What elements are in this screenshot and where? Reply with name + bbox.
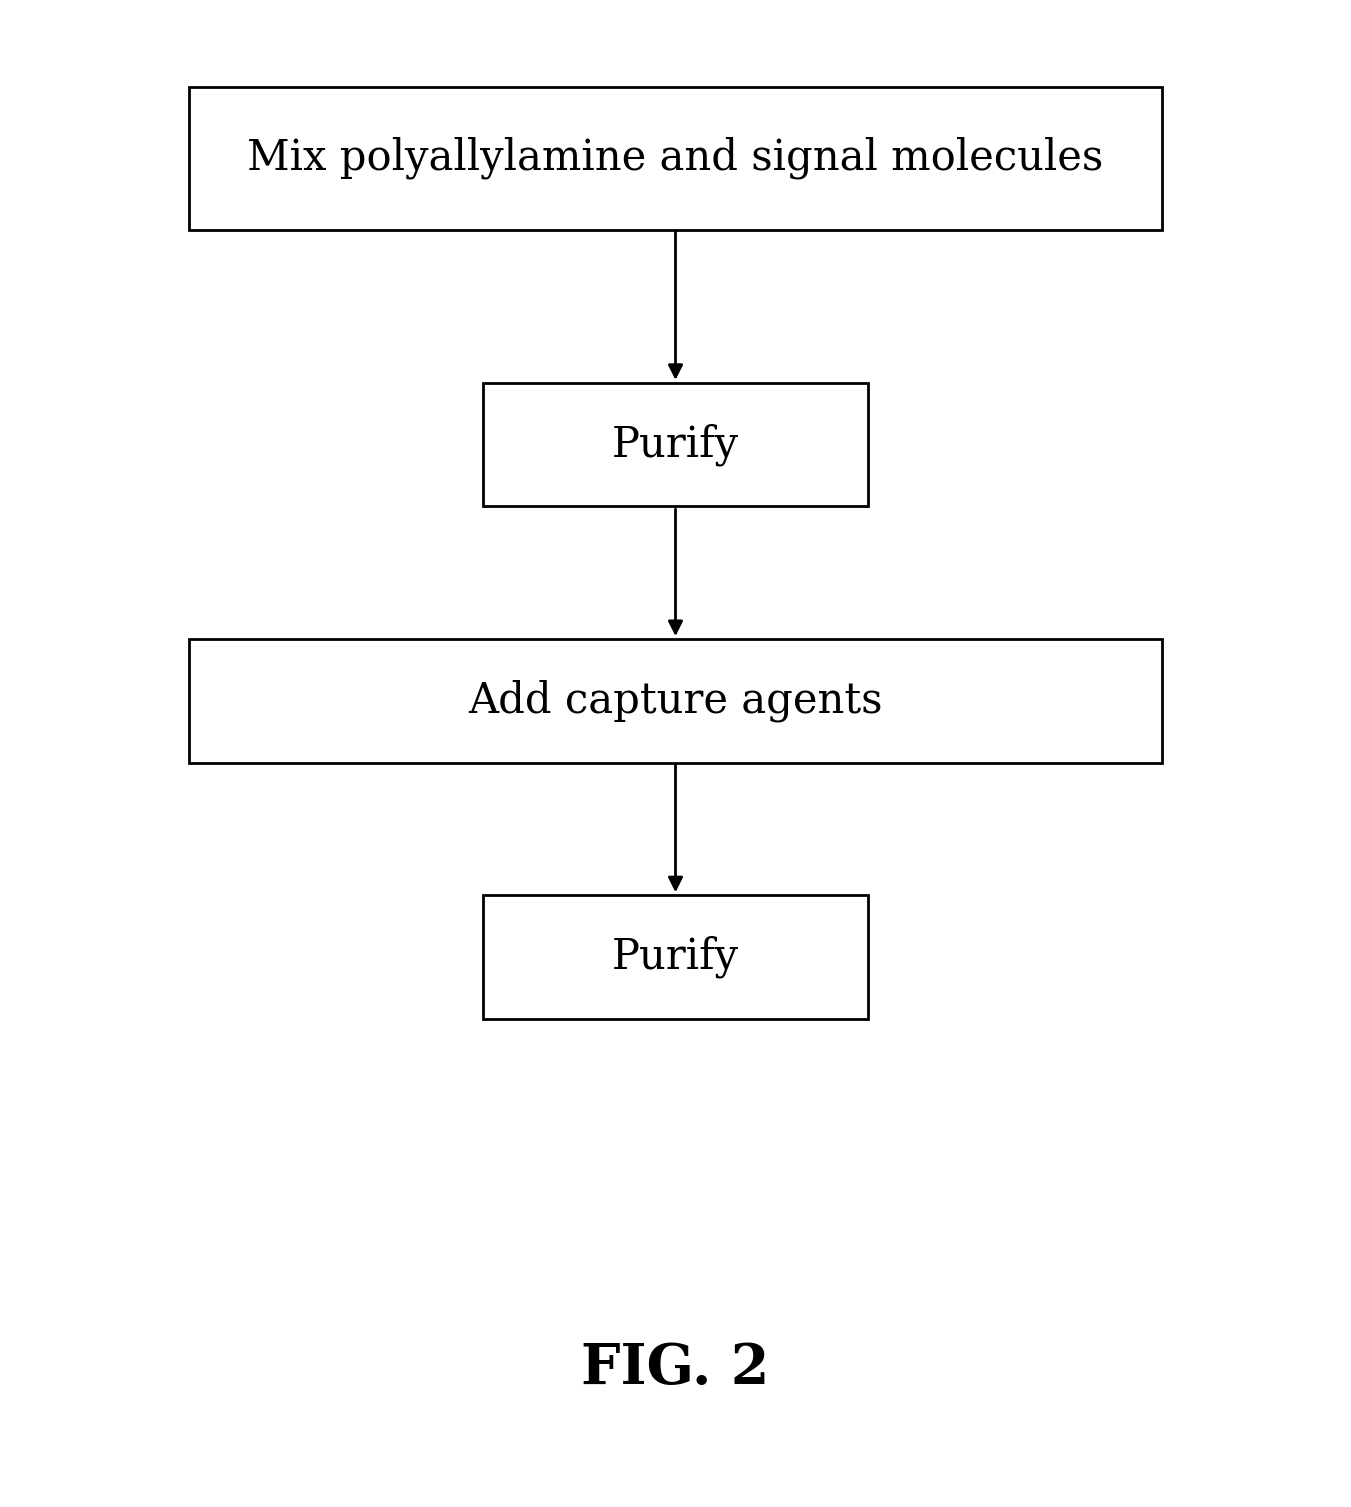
FancyBboxPatch shape (189, 639, 1162, 763)
FancyBboxPatch shape (484, 383, 867, 506)
Text: FIG. 2: FIG. 2 (581, 1341, 770, 1395)
Text: Add capture agents: Add capture agents (469, 680, 882, 722)
Text: Purify: Purify (612, 423, 739, 466)
FancyBboxPatch shape (484, 895, 867, 1019)
Text: Purify: Purify (612, 936, 739, 978)
FancyBboxPatch shape (189, 86, 1162, 229)
Text: Mix polyallylamine and signal molecules: Mix polyallylamine and signal molecules (247, 137, 1104, 179)
